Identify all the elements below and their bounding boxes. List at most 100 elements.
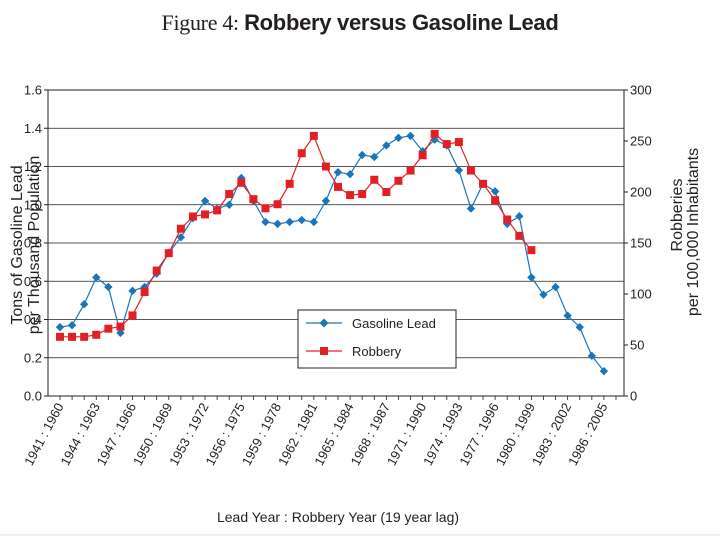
y-left-tick-label: 1.4 [24, 121, 42, 136]
legend-marker-robbery [320, 347, 328, 355]
data-point [503, 215, 512, 224]
data-point [92, 330, 101, 339]
x-axis-label: Lead Year : Robbery Year (19 year lag) [217, 509, 459, 525]
y-axis-left-ticks: 0.0 0.2 0.4 0.6 0.8 1.0 1.2 1.4 1.6 [24, 83, 48, 404]
data-point [68, 332, 77, 341]
data-point [116, 322, 125, 331]
y-right-tick-label: 100 [630, 287, 652, 302]
data-point [55, 322, 65, 332]
y-axis-right-label-line2: per 100,000 Inhabitants [685, 148, 702, 316]
y-left-tick-label: 1.2 [24, 159, 42, 174]
data-point [357, 150, 367, 160]
data-point [345, 169, 355, 179]
legend-label-robbery: Robbery [352, 344, 402, 359]
chart-title: Figure 4: Robbery versus Gasoline Lead [0, 10, 720, 36]
data-point [551, 282, 560, 292]
data-point [237, 178, 246, 187]
data-point [321, 162, 330, 171]
data-point [406, 131, 415, 141]
data-point [563, 311, 572, 320]
data-point [273, 219, 282, 229]
data-point [334, 182, 342, 191]
data-point [370, 152, 379, 162]
data-point [200, 196, 210, 206]
legend-label-lead: Gasoline Lead [352, 316, 436, 331]
data-point [394, 133, 403, 143]
data-point [527, 246, 536, 255]
data-point [321, 196, 331, 206]
data-point [599, 366, 609, 376]
data-point [382, 188, 391, 196]
data-point [358, 190, 367, 199]
data-point [454, 138, 463, 147]
data-point [285, 217, 294, 227]
data-point [128, 286, 137, 296]
data-point [587, 351, 597, 361]
series-layer [55, 129, 609, 376]
y-left-tick-label: 0.2 [24, 350, 42, 365]
data-point [79, 300, 89, 309]
data-point [466, 204, 476, 213]
data-point [575, 322, 584, 332]
data-point [116, 328, 125, 338]
data-point [539, 290, 548, 299]
data-point [333, 168, 343, 177]
data-point [188, 212, 197, 221]
data-point [515, 212, 524, 221]
y-axis-right-label-line1: Robberies [669, 179, 686, 252]
data-point [249, 195, 258, 204]
data-point [176, 233, 186, 242]
data-point [479, 179, 488, 188]
gridlines [48, 127, 624, 359]
y-axis-left-label-line1: Tons of Gasoline Lead [9, 165, 26, 324]
data-point [152, 266, 161, 275]
data-point [309, 131, 318, 140]
data-point [297, 215, 306, 225]
y-right-tick-label: 150 [630, 236, 652, 251]
chart-title-main: Robbery versus Gasoline Lead [244, 10, 559, 35]
data-point [490, 187, 500, 196]
data-point [418, 151, 427, 160]
data-point [176, 224, 185, 233]
legend: Gasoline Lead Robbery [297, 309, 457, 369]
data-point [164, 249, 173, 258]
data-point [201, 210, 210, 219]
data-point [273, 200, 282, 209]
data-point [346, 191, 355, 200]
data-point [442, 140, 451, 149]
data-point [466, 166, 475, 175]
data-point [309, 217, 319, 227]
series-line [60, 132, 532, 338]
data-point [140, 287, 149, 296]
data-point [491, 196, 500, 205]
data-point [128, 311, 137, 320]
y-left-tick-label: 0.4 [24, 312, 42, 327]
y-right-tick-label: 250 [630, 134, 652, 149]
y-left-tick-label: 0.6 [24, 274, 42, 289]
data-point [285, 179, 294, 188]
data-point [213, 206, 222, 215]
y-right-tick-label: 300 [630, 83, 652, 98]
data-point [104, 282, 113, 292]
data-point [92, 273, 101, 282]
y-left-tick-label: 0.0 [24, 389, 42, 404]
data-point [67, 321, 77, 330]
data-point [261, 204, 270, 213]
data-point [515, 231, 524, 240]
chart-title-prefix: Figure 4: [161, 10, 245, 35]
data-point [261, 217, 270, 227]
data-point [394, 176, 403, 185]
data-point [297, 149, 306, 158]
data-point [527, 273, 536, 282]
y-axis-right-ticks: 0 50 100 150 200 250 300 [624, 83, 652, 404]
data-point [454, 166, 464, 175]
data-point [225, 200, 234, 209]
y-right-tick-label: 200 [630, 185, 652, 200]
y-axis-left-label-line2: per Thousand Population [26, 156, 43, 335]
data-point [56, 332, 64, 341]
data-point [225, 190, 234, 199]
y-left-tick-label: 0.8 [24, 236, 42, 251]
data-point [430, 129, 439, 138]
data-point [382, 141, 391, 150]
